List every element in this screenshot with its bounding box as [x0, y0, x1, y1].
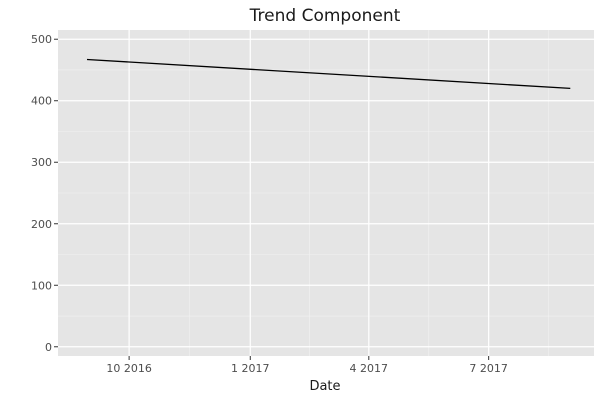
series-layer — [86, 58, 571, 90]
y-tick-label: 300 — [31, 156, 52, 169]
y-axis: 0 100 200 300 400 500 — [31, 33, 58, 354]
x-axis: 10 2016 1 2017 4 2017 7 2017 — [106, 356, 508, 375]
x-tick-label: 10 2016 — [106, 362, 152, 375]
y-tick-label: 500 — [31, 33, 52, 46]
y-tick-label: 200 — [31, 218, 52, 231]
x-tick-label: 7 2017 — [469, 362, 508, 375]
x-tick-label: 4 2017 — [350, 362, 389, 375]
chart-title: Trend Component — [249, 6, 401, 26]
trend-line — [86, 58, 571, 90]
x-axis-title: Date — [309, 379, 340, 394]
y-tick-label: 400 — [31, 95, 52, 108]
x-tick-label: 1 2017 — [231, 362, 270, 375]
grid-lines — [58, 30, 594, 356]
y-tick-label: 100 — [31, 279, 52, 292]
y-tick-label: 0 — [45, 341, 52, 354]
